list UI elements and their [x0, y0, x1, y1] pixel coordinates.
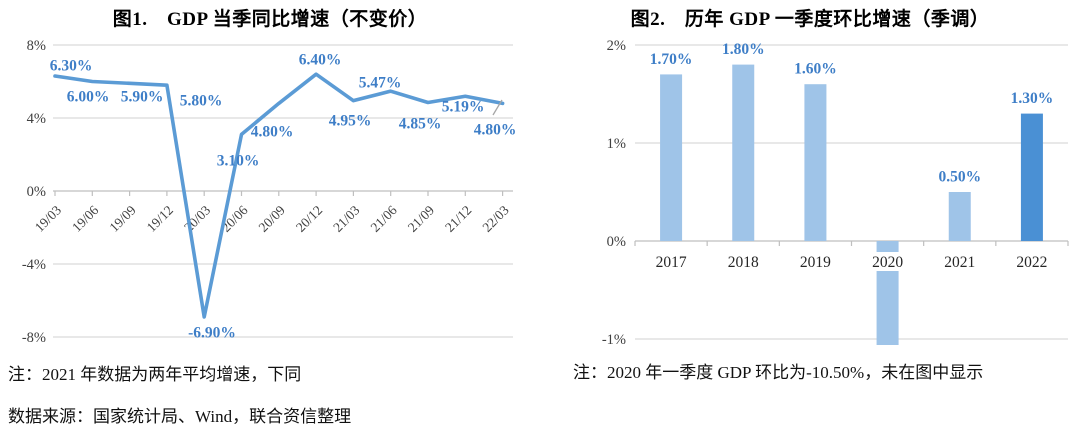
- bar-2017: [660, 74, 683, 242]
- bar-2019: [804, 84, 827, 241]
- x-tick-label: 2018: [728, 254, 759, 271]
- y-tick-label: 0%: [607, 234, 626, 250]
- y-tick-label: 8%: [27, 38, 46, 54]
- data-label: 0.50%: [938, 169, 981, 186]
- data-label: 3.10%: [217, 153, 260, 170]
- data-label: 5.47%: [359, 75, 402, 92]
- data-label: 1.70%: [650, 51, 693, 68]
- figure-1-source-note: 数据来源：国家统计局、Wind，联合资信整理: [8, 407, 352, 426]
- x-tick-label: 20/12: [293, 203, 325, 235]
- bar-2018: [732, 64, 755, 241]
- y-tick-label: 0%: [27, 184, 46, 200]
- data-label: 6.00%: [67, 89, 110, 106]
- x-tick-label: 21/03: [330, 202, 363, 235]
- x-tick-label: 19/09: [106, 202, 139, 235]
- figure-1-gdp-yoy: 图1. GDP 当季同比增速（不变价） 8% 4% 0% -4% -8% 19/03 19/…: [8, 9, 517, 426]
- gdp-yoy-line-series: [53, 72, 505, 319]
- figure-2-title: 图2. 历年 GDP 一季度环比增速（季调）: [630, 9, 990, 30]
- x-tick-label: 19/06: [69, 202, 102, 235]
- label-leader-line: [492, 99, 503, 116]
- x-tick-label: 21/12: [442, 203, 474, 235]
- data-label: 4.80%: [474, 122, 517, 139]
- y-tick-label: 4%: [27, 111, 46, 127]
- y-tick-label: 2%: [607, 38, 626, 54]
- y-tick-label: -4%: [22, 257, 46, 273]
- x-tick-label: 2021: [944, 254, 975, 271]
- data-label: 5.90%: [121, 89, 164, 106]
- x-tick-label: 2017: [656, 254, 687, 271]
- data-label: 4.95%: [329, 113, 372, 130]
- y-tick-label: 1%: [607, 136, 626, 152]
- data-label: 6.40%: [299, 52, 342, 69]
- gdp-quarterly-yoy-line-chart: 8%4%0%-4%-8%19/03 19/06 19/09 19/12 20/03 20/…: [22, 38, 517, 346]
- figure-2-gdp-q1-qoq: 图2. 历年 GDP 一季度环比增速（季调） 2% 1% 0% -1% 2017 2018…: [540, 0, 1080, 433]
- x-tick-label: 20/09: [256, 202, 289, 235]
- data-label: -6.90%: [188, 325, 236, 342]
- x-tick-label: 2020: [872, 254, 903, 271]
- bar-2021: [948, 192, 971, 241]
- label-backdrop: [865, 252, 910, 271]
- x-tick-label: 19/03: [32, 202, 65, 235]
- x-tick-label: 19/12: [144, 203, 176, 235]
- data-label: 6.30%: [50, 58, 93, 75]
- y-tick-label: -1%: [602, 332, 626, 348]
- x-tick-label: 21/06: [367, 202, 400, 235]
- data-label: 4.85%: [399, 116, 442, 133]
- figure-1-title: 图1. GDP 当季同比增速（不变价）: [112, 9, 428, 30]
- data-label: 1.60%: [794, 61, 837, 78]
- figure-1-note: 注：2021 年数据为两年平均增速，下同: [8, 365, 302, 384]
- x-tick-label: 21/09: [405, 202, 438, 235]
- bar-2022: [1020, 113, 1043, 241]
- figure-2-note: 注：2020 年一季度 GDP 环比为-10.50%，未在图中显示: [573, 363, 984, 382]
- data-label: 5.80%: [180, 93, 223, 110]
- data-label: 1.30%: [1011, 90, 1054, 107]
- y-tick-label: -8%: [22, 330, 46, 346]
- x-tick-label: 2022: [1016, 254, 1047, 271]
- x-tick-label: 2019: [800, 254, 831, 271]
- x-tick-label: 22/03: [479, 202, 512, 235]
- data-label: 5.19%: [442, 99, 485, 116]
- data-label: 4.80%: [251, 124, 294, 141]
- gdp-q1-qoq-bar-chart: 2% 1% 0% -1% 2017 2018 2019 2020 2021 2022 1.70% 1.…: [602, 38, 1069, 348]
- data-label: 1.80%: [722, 41, 765, 58]
